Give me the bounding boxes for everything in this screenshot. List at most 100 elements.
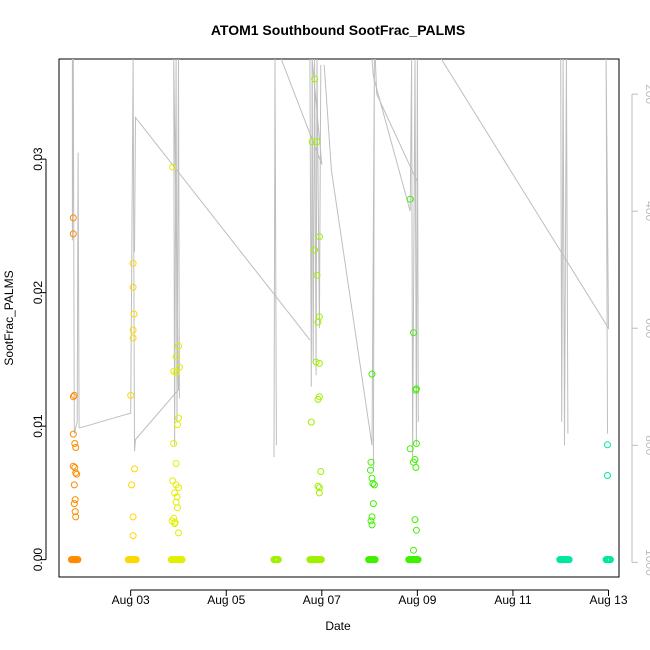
data-point bbox=[367, 517, 375, 525]
data-point bbox=[308, 138, 316, 146]
data-point bbox=[604, 441, 611, 449]
profile-segment bbox=[80, 58, 180, 452]
data-point bbox=[406, 195, 414, 203]
profile-segment bbox=[374, 58, 418, 183]
data-point bbox=[368, 370, 376, 378]
data-point bbox=[178, 556, 186, 564]
right-tick-label: 400 bbox=[643, 201, 650, 221]
data-point bbox=[129, 259, 137, 267]
data-point bbox=[314, 395, 322, 403]
right-tick-label: 600 bbox=[643, 318, 650, 338]
y-tick-label: 0.02 bbox=[31, 281, 45, 305]
data-point bbox=[307, 418, 315, 426]
data-point bbox=[313, 138, 321, 146]
data-point bbox=[412, 440, 420, 447]
x-tick-label: Aug 11 bbox=[494, 593, 531, 607]
data-point bbox=[128, 481, 136, 489]
x-tick-label: Aug 07 bbox=[303, 593, 341, 607]
data-point bbox=[312, 358, 320, 366]
data-point bbox=[412, 526, 420, 534]
right-tick-label: 1000 bbox=[643, 549, 650, 576]
y-tick-label: 0.01 bbox=[31, 414, 45, 438]
data-point bbox=[317, 468, 325, 475]
data-point bbox=[175, 342, 182, 350]
data-point bbox=[129, 532, 137, 540]
data-point bbox=[69, 393, 77, 401]
data-point bbox=[411, 516, 419, 524]
data-point bbox=[414, 556, 422, 564]
data-point bbox=[129, 326, 137, 334]
data-point bbox=[169, 163, 177, 171]
data-point bbox=[69, 214, 77, 222]
data-point bbox=[311, 246, 319, 254]
profile-segment bbox=[309, 58, 313, 387]
data-point bbox=[71, 496, 79, 504]
data-point bbox=[412, 464, 420, 471]
profile-segment bbox=[273, 58, 277, 458]
data-point bbox=[606, 556, 614, 564]
data-point bbox=[70, 481, 78, 489]
profile-segment bbox=[440, 58, 610, 434]
data-point bbox=[367, 458, 375, 466]
data-point bbox=[368, 521, 376, 529]
data-point bbox=[69, 430, 77, 438]
data-point bbox=[315, 359, 323, 367]
data-point bbox=[410, 546, 417, 554]
plot-frame bbox=[58, 58, 620, 578]
data-point bbox=[174, 504, 181, 512]
data-point bbox=[74, 556, 82, 564]
data-point bbox=[315, 484, 323, 492]
profile-segment bbox=[560, 58, 569, 446]
data-point bbox=[131, 465, 138, 473]
profile-segment bbox=[323, 58, 375, 469]
data-point bbox=[370, 481, 378, 489]
data-point bbox=[175, 484, 182, 492]
data-point bbox=[369, 480, 377, 487]
data-point bbox=[171, 520, 179, 528]
y-tick-label: 0.00 bbox=[31, 548, 45, 572]
data-point bbox=[129, 283, 137, 291]
x-tick-label: Aug 13 bbox=[589, 593, 627, 607]
right-tick-label: 200 bbox=[643, 84, 650, 104]
chart-title: ATOM1 Southbound SootFrac_PALMS bbox=[211, 22, 465, 38]
data-point bbox=[69, 230, 77, 238]
x-tick-label: Aug 09 bbox=[398, 593, 436, 607]
data-point bbox=[170, 440, 178, 447]
data-point bbox=[175, 529, 182, 537]
data-point bbox=[72, 469, 80, 477]
data-point bbox=[314, 318, 322, 326]
profile-segment bbox=[280, 58, 323, 376]
data-point bbox=[315, 489, 323, 497]
y-axis-label: SootFrac_PALMS bbox=[2, 270, 16, 365]
data-point bbox=[315, 233, 323, 241]
profile-segment bbox=[371, 58, 419, 458]
data-point bbox=[174, 421, 181, 429]
data-point bbox=[130, 310, 138, 318]
data-point bbox=[172, 353, 180, 361]
data-point bbox=[132, 556, 140, 564]
data-point bbox=[129, 513, 137, 521]
y-tick-label: 0.03 bbox=[31, 147, 45, 171]
data-point bbox=[72, 444, 80, 451]
data-point bbox=[70, 500, 78, 508]
pressure-profile-lines bbox=[71, 58, 610, 469]
data-point bbox=[172, 460, 180, 467]
data-point bbox=[274, 556, 282, 564]
data-point bbox=[175, 363, 183, 371]
data-points bbox=[67, 75, 614, 564]
data-point bbox=[317, 556, 325, 564]
data-point bbox=[72, 513, 80, 521]
data-point bbox=[129, 334, 137, 342]
data-point bbox=[371, 556, 379, 564]
data-point bbox=[406, 445, 414, 453]
data-point bbox=[173, 493, 181, 501]
profile-segment bbox=[71, 58, 81, 434]
data-point bbox=[69, 462, 77, 470]
data-point bbox=[70, 391, 78, 399]
data-point bbox=[71, 508, 79, 516]
data-point bbox=[172, 369, 180, 377]
profile-segment bbox=[134, 116, 311, 341]
data-point bbox=[127, 391, 135, 399]
x-tick-label: Aug 03 bbox=[112, 593, 150, 607]
data-point bbox=[311, 75, 319, 83]
